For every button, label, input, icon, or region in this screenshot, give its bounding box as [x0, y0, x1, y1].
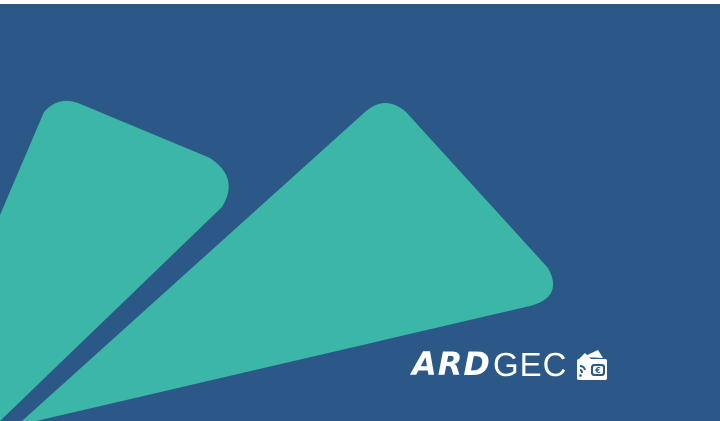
svg-text:€: €	[595, 366, 602, 375]
left-teal-shape	[0, 100, 229, 421]
top-band	[0, 0, 720, 4]
ardgec-logo: ARD GEC €	[412, 340, 611, 388]
logo-ard-text: ARD	[412, 345, 491, 383]
wallet-euro-icon: €	[577, 350, 608, 380]
logo-gec-text: GEC	[492, 345, 568, 383]
right-teal-shape	[22, 103, 554, 421]
